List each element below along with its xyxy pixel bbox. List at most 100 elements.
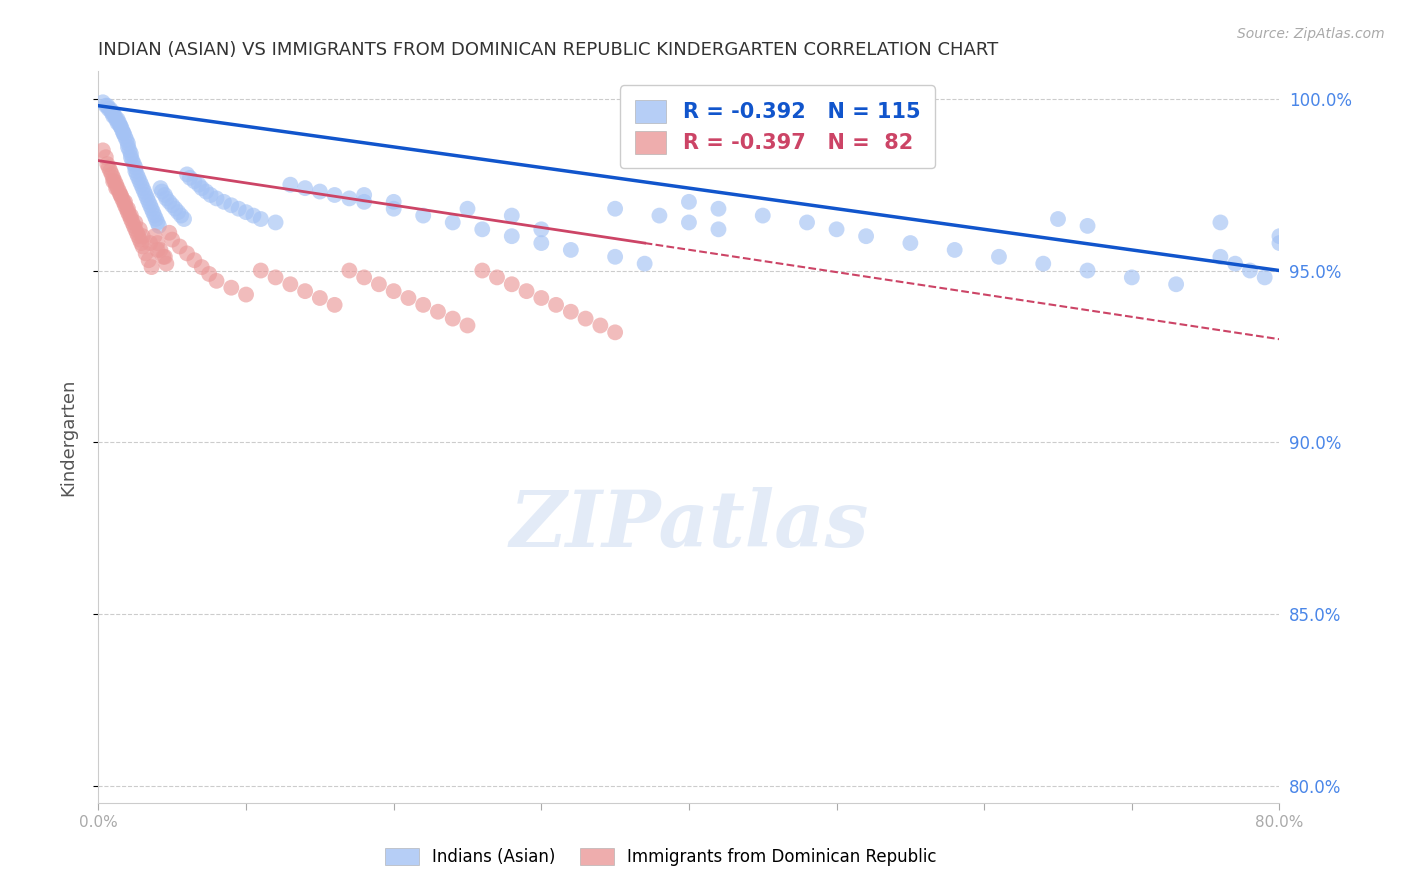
Point <box>1209 250 1232 264</box>
Point <box>128 233 150 247</box>
Point <box>150 185 173 199</box>
Point <box>228 202 250 216</box>
Point <box>530 291 553 305</box>
Point <box>104 174 127 188</box>
Point <box>135 188 157 202</box>
Point <box>412 298 434 312</box>
Point <box>205 191 228 205</box>
Point <box>108 185 131 199</box>
Point <box>118 209 141 223</box>
Point <box>155 191 177 205</box>
Point <box>110 188 132 202</box>
Point <box>127 170 149 185</box>
Point <box>114 198 136 212</box>
Point <box>155 257 177 271</box>
Point <box>205 274 228 288</box>
Point <box>323 188 346 202</box>
Point <box>120 146 142 161</box>
Point <box>120 150 142 164</box>
Point <box>117 205 139 219</box>
Point <box>1077 219 1099 233</box>
Point <box>142 205 165 219</box>
Point <box>107 181 129 195</box>
Point <box>121 153 143 168</box>
Point <box>796 215 818 229</box>
Point <box>751 209 773 223</box>
Point <box>339 191 360 205</box>
Point <box>212 194 235 209</box>
Point <box>1209 215 1232 229</box>
Point <box>96 98 118 112</box>
Point <box>1254 270 1277 285</box>
Point <box>111 191 134 205</box>
Point <box>169 239 191 253</box>
Point <box>120 212 142 227</box>
Point <box>115 133 138 147</box>
Point <box>146 235 169 250</box>
Point <box>146 243 169 257</box>
Point <box>353 270 375 285</box>
Point <box>900 235 922 250</box>
Point <box>108 116 131 130</box>
Point <box>195 185 218 199</box>
Point <box>117 140 139 154</box>
Point <box>501 229 523 244</box>
Point <box>153 250 176 264</box>
Point <box>471 263 494 277</box>
Point <box>170 209 193 223</box>
Legend: R = -0.392   N = 115, R = -0.397   N =  82: R = -0.392 N = 115, R = -0.397 N = 82 <box>620 86 935 169</box>
Point <box>120 209 142 223</box>
Point <box>176 167 198 181</box>
Point <box>128 222 150 236</box>
Point <box>678 194 700 209</box>
Y-axis label: Kindergarten: Kindergarten <box>59 378 77 496</box>
Point <box>250 212 273 227</box>
Point <box>187 178 209 192</box>
Point <box>115 202 138 216</box>
Point <box>678 215 700 229</box>
Point <box>91 95 114 110</box>
Point <box>1268 235 1291 250</box>
Point <box>162 198 183 212</box>
Point <box>264 270 287 285</box>
Point <box>138 253 160 268</box>
Point <box>145 212 167 227</box>
Point <box>264 215 287 229</box>
Point <box>128 174 150 188</box>
Point <box>98 164 121 178</box>
Point <box>707 202 730 216</box>
Point <box>149 243 172 257</box>
Point <box>117 136 139 151</box>
Point <box>110 188 132 202</box>
Point <box>96 157 118 171</box>
Point <box>124 215 146 229</box>
Point <box>605 250 627 264</box>
Point <box>574 311 596 326</box>
Point <box>1239 263 1261 277</box>
Point <box>530 222 553 236</box>
Point <box>605 326 627 340</box>
Point <box>110 120 132 134</box>
Point <box>648 209 671 223</box>
Point <box>139 235 162 250</box>
Point <box>94 98 117 112</box>
Point <box>122 219 145 233</box>
Point <box>100 105 122 120</box>
Point <box>143 209 166 223</box>
Point <box>105 112 128 127</box>
Point <box>132 239 155 253</box>
Point <box>149 181 172 195</box>
Point <box>127 229 149 244</box>
Point <box>589 318 612 333</box>
Point <box>129 235 152 250</box>
Point <box>162 233 183 247</box>
Point <box>103 105 125 120</box>
Point <box>1046 212 1069 227</box>
Point <box>124 161 146 175</box>
Point <box>173 212 195 227</box>
Point <box>441 215 464 229</box>
Point <box>183 253 205 268</box>
Point <box>132 181 155 195</box>
Point <box>987 250 1010 264</box>
Point <box>111 122 134 136</box>
